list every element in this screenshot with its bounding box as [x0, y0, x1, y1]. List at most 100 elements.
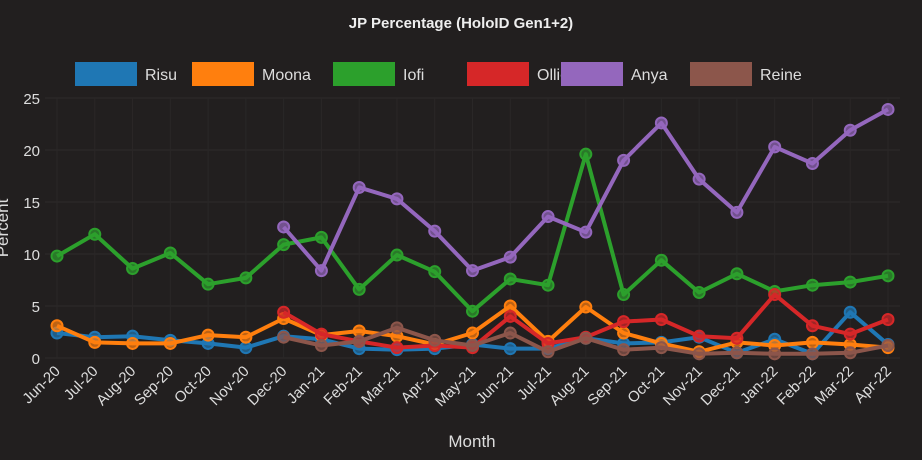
data-point: [541, 345, 555, 359]
data-point: [314, 264, 328, 278]
data-point: [805, 319, 819, 333]
data-point: [654, 341, 668, 355]
data-point: [390, 341, 404, 355]
data-point: [201, 277, 215, 291]
x-tick-label: Aug-20: [93, 363, 139, 409]
data-point: [314, 327, 328, 341]
legend-swatch: [333, 62, 395, 86]
data-point: [805, 335, 819, 349]
data-point: [730, 267, 744, 281]
x-tick-label: May-21: [432, 363, 479, 410]
data-point: [50, 249, 64, 263]
x-tick-label: Jan-22: [737, 363, 781, 407]
data-point: [390, 192, 404, 206]
data-point: [314, 339, 328, 353]
legend-item-risu[interactable]: Risu: [75, 62, 177, 86]
data-point: [541, 278, 555, 292]
data-point: [390, 321, 404, 335]
data-point: [50, 319, 64, 333]
data-point: [126, 262, 140, 276]
legend-label: Risu: [145, 67, 177, 84]
data-point: [503, 250, 517, 264]
legend-swatch: [561, 62, 623, 86]
x-tick-label: Jun-21: [473, 363, 517, 407]
data-point: [277, 220, 291, 234]
y-tick-label: 0: [32, 351, 40, 368]
data-point: [466, 264, 479, 278]
legend-swatch: [75, 62, 137, 86]
data-point: [654, 116, 668, 130]
data-point: [843, 327, 857, 341]
legend-swatch: [690, 62, 752, 86]
legend-item-iofi[interactable]: Iofi: [333, 62, 424, 86]
x-axis: Jun-20Jul-20Aug-20Sep-20Oct-20Nov-20Dec-…: [19, 363, 894, 410]
data-point: [768, 140, 782, 154]
series-group: [50, 102, 895, 361]
data-point: [277, 330, 291, 344]
data-point: [805, 347, 819, 361]
y-tick-label: 25: [23, 91, 40, 108]
legend-item-reine[interactable]: Reine: [690, 62, 802, 86]
data-point: [201, 328, 215, 342]
data-point: [617, 326, 631, 340]
data-point: [843, 275, 857, 289]
data-point: [163, 246, 177, 260]
x-tick-label: Jan-21: [284, 363, 328, 407]
data-point: [239, 330, 253, 344]
data-point: [843, 346, 857, 360]
chart-title: JP Percentage (HoloID Gen1+2): [349, 15, 573, 32]
data-point: [579, 225, 593, 239]
data-point: [579, 331, 593, 345]
data-point: [277, 305, 291, 319]
series-iofi: [50, 147, 895, 318]
data-point: [503, 272, 517, 286]
data-point: [163, 336, 177, 350]
data-point: [881, 269, 895, 283]
data-point: [352, 324, 366, 338]
series-anya: [277, 102, 895, 278]
x-tick-label: Dec-20: [244, 363, 290, 409]
legend-label: Reine: [760, 67, 802, 84]
grid: [45, 97, 900, 359]
data-point: [730, 331, 744, 345]
data-point: [768, 347, 782, 361]
legend-item-ollie[interactable]: Ollie: [467, 62, 569, 86]
data-point: [428, 265, 442, 279]
legend: Risu Moona Iofi Ollie Anya Reine: [75, 62, 802, 86]
legend-swatch: [192, 62, 254, 86]
x-tick-label: Feb-21: [320, 363, 366, 409]
data-point: [843, 123, 857, 137]
data-point: [617, 315, 631, 329]
x-tick-label: Dec-21: [698, 363, 744, 409]
data-point: [617, 288, 631, 302]
x-tick-label: Mar-22: [811, 363, 857, 409]
data-point: [617, 343, 631, 357]
data-point: [352, 334, 366, 348]
x-tick-label: Jun-20: [19, 363, 63, 407]
x-tick-label: Apr-22: [851, 363, 895, 407]
data-point: [692, 285, 706, 299]
legend-item-moona[interactable]: Moona: [192, 62, 311, 86]
legend-label: Anya: [631, 67, 668, 84]
data-point: [881, 339, 895, 353]
data-point: [352, 282, 366, 296]
data-point: [579, 147, 593, 161]
data-point: [805, 278, 819, 292]
x-tick-label: Mar-21: [358, 363, 404, 409]
data-point: [428, 224, 442, 238]
data-point: [692, 172, 706, 186]
data-point: [503, 299, 517, 313]
data-point: [654, 313, 668, 327]
data-point: [88, 227, 102, 241]
data-point: [692, 347, 706, 361]
data-point: [843, 305, 857, 319]
x-tick-label: Nov-20: [206, 363, 252, 409]
y-tick-label: 5: [32, 299, 40, 316]
x-tick-label: Aug-21: [546, 363, 592, 409]
y-tick-label: 10: [23, 247, 40, 264]
data-point: [654, 253, 668, 267]
data-point: [352, 180, 366, 194]
data-point: [239, 341, 253, 355]
legend-item-anya[interactable]: Anya: [561, 62, 668, 86]
